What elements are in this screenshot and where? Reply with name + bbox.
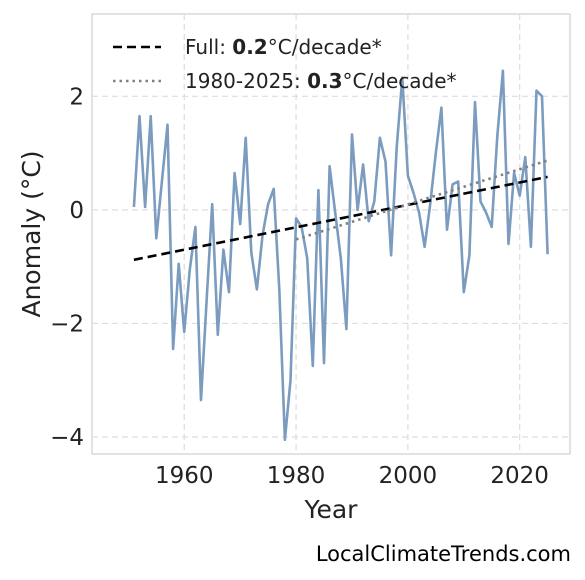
- x-tick-label: 1960: [155, 463, 214, 489]
- y-tick-label: 2: [69, 84, 84, 110]
- legend-full-value: 0.2: [232, 35, 267, 59]
- legend-recent-prefix: 1980-2025:: [185, 69, 307, 93]
- legend-full-prefix: Full:: [185, 35, 232, 59]
- legend-label-recent: 1980-2025: 0.3°C/decade*: [185, 69, 457, 93]
- site-credit: LocalClimateTrends.com: [316, 542, 571, 566]
- y-tick-label: −4: [50, 425, 84, 451]
- y-tick-label: −2: [50, 311, 84, 337]
- x-tick-label: 2020: [490, 463, 549, 489]
- x-tick-label: 1980: [267, 463, 326, 489]
- legend-full-suffix: °C/decade*: [268, 35, 382, 59]
- x-tick-label: 2000: [379, 463, 438, 489]
- y-tick-label: 0: [69, 198, 84, 224]
- legend-recent-value: 0.3: [307, 69, 342, 93]
- x-axis-label: Year: [304, 495, 359, 524]
- legend-recent-suffix: °C/decade*: [343, 69, 457, 93]
- legend-label-full: Full: 0.2°C/decade*: [185, 35, 382, 59]
- y-axis-label: Anomaly (°C): [17, 150, 46, 317]
